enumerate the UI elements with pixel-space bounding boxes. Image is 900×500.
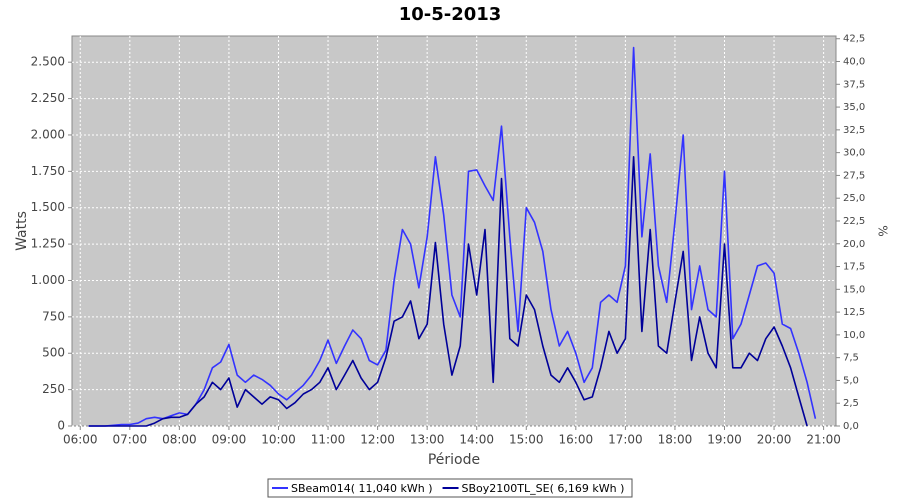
y2-tick-label: 25,0	[843, 193, 865, 204]
y2-tick-label: 35,0	[843, 102, 865, 113]
y-tick-label: 0	[57, 419, 65, 433]
y-tick-label: 250	[42, 382, 65, 396]
x-tick-label: 20:00	[757, 433, 792, 447]
y-tick-label: 1.000	[31, 273, 65, 287]
y2-tick-label: 30,0	[843, 148, 865, 159]
series-line	[88, 46, 817, 427]
x-tick-label: 07:00	[113, 433, 148, 447]
y-axis-label: Watts	[14, 211, 30, 251]
legend-label: SBeam014( 11,040 kWh )	[291, 482, 433, 495]
x-tick-label: 14:00	[459, 433, 494, 447]
y-tick-label: 750	[42, 309, 65, 323]
series-line	[88, 156, 808, 427]
y2-axis-label: %	[876, 225, 890, 236]
x-tick-label: 17:00	[608, 433, 643, 447]
y-tick-label: 1.500	[31, 200, 65, 214]
x-tick-label: 08:00	[162, 433, 197, 447]
x-tick-label: 13:00	[410, 433, 445, 447]
x-tick-label: 09:00	[212, 433, 247, 447]
y2-tick-label: 22,5	[843, 216, 865, 227]
plot-area	[71, 35, 837, 427]
x-tick-label: 15:00	[509, 433, 544, 447]
x-tick-label: 10:00	[261, 433, 296, 447]
y-tick-label: 1.750	[31, 164, 65, 178]
legend-label: SBoy2100TL_SE( 6,169 kWh )	[462, 482, 625, 495]
x-tick-label: 11:00	[311, 433, 346, 447]
chart-title: 10-5-2013	[399, 4, 502, 25]
x-tick-label: 12:00	[360, 433, 395, 447]
y-tick-label: 1.250	[31, 237, 65, 251]
x-tick-label: 19:00	[707, 433, 742, 447]
y2-tick-label: 40,0	[843, 57, 865, 68]
y-tick-label: 2.000	[31, 127, 65, 141]
x-tick-label: 16:00	[559, 433, 594, 447]
x-axis-label: Période	[428, 452, 480, 468]
y-tick-label: 2.500	[31, 55, 65, 69]
y2-tick-label: 17,5	[843, 262, 865, 273]
y2-tick-label: 20,0	[843, 239, 865, 250]
x-tick-label: 06:00	[63, 433, 98, 447]
y2-tick-label: 2,5	[843, 398, 859, 409]
y2-tick-label: 27,5	[843, 170, 865, 181]
y2-tick-label: 10,0	[843, 330, 865, 341]
y-tick-label: 2.250	[31, 91, 65, 105]
y2-tick-label: 42,5	[843, 34, 865, 45]
y2-tick-label: 0,0	[843, 421, 859, 432]
y2-tick-label: 5,0	[843, 375, 859, 386]
y2-tick-label: 15,0	[843, 284, 865, 295]
y-tick-label: 500	[42, 346, 65, 360]
y2-tick-label: 12,5	[843, 307, 865, 318]
y2-tick-label: 32,5	[843, 125, 865, 136]
y2-tick-label: 7,5	[843, 353, 859, 364]
x-tick-label: 21:00	[806, 433, 841, 447]
x-tick-label: 18:00	[658, 433, 693, 447]
y2-tick-label: 37,5	[843, 79, 865, 90]
